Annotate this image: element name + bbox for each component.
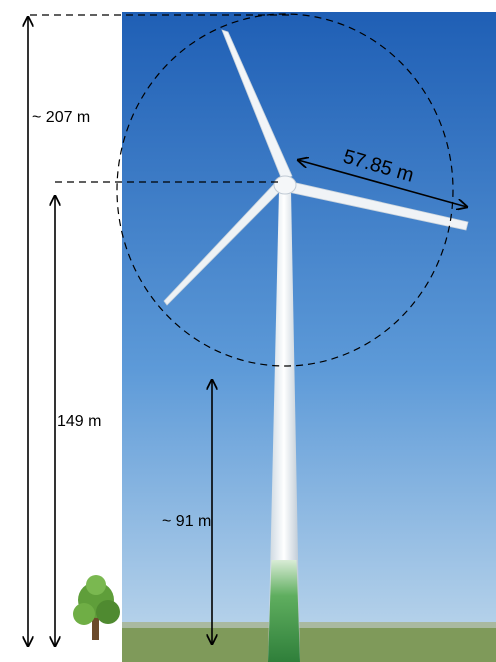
total-height-label: ~ 207 m bbox=[32, 109, 90, 126]
foliage bbox=[96, 600, 120, 624]
foliage bbox=[73, 603, 95, 625]
tree bbox=[73, 575, 120, 640]
photo bbox=[122, 12, 496, 662]
clearance-label: ~ 91 m bbox=[162, 513, 211, 530]
sky bbox=[122, 12, 496, 662]
hub bbox=[274, 176, 296, 194]
hub-height-label: 149 m bbox=[57, 413, 101, 430]
tower-base bbox=[268, 560, 300, 662]
wind-turbine-diagram: ~ 207 m 149 m ~ 91 m 57.85 m bbox=[0, 0, 496, 662]
horizon bbox=[122, 622, 496, 628]
foliage bbox=[86, 575, 106, 595]
